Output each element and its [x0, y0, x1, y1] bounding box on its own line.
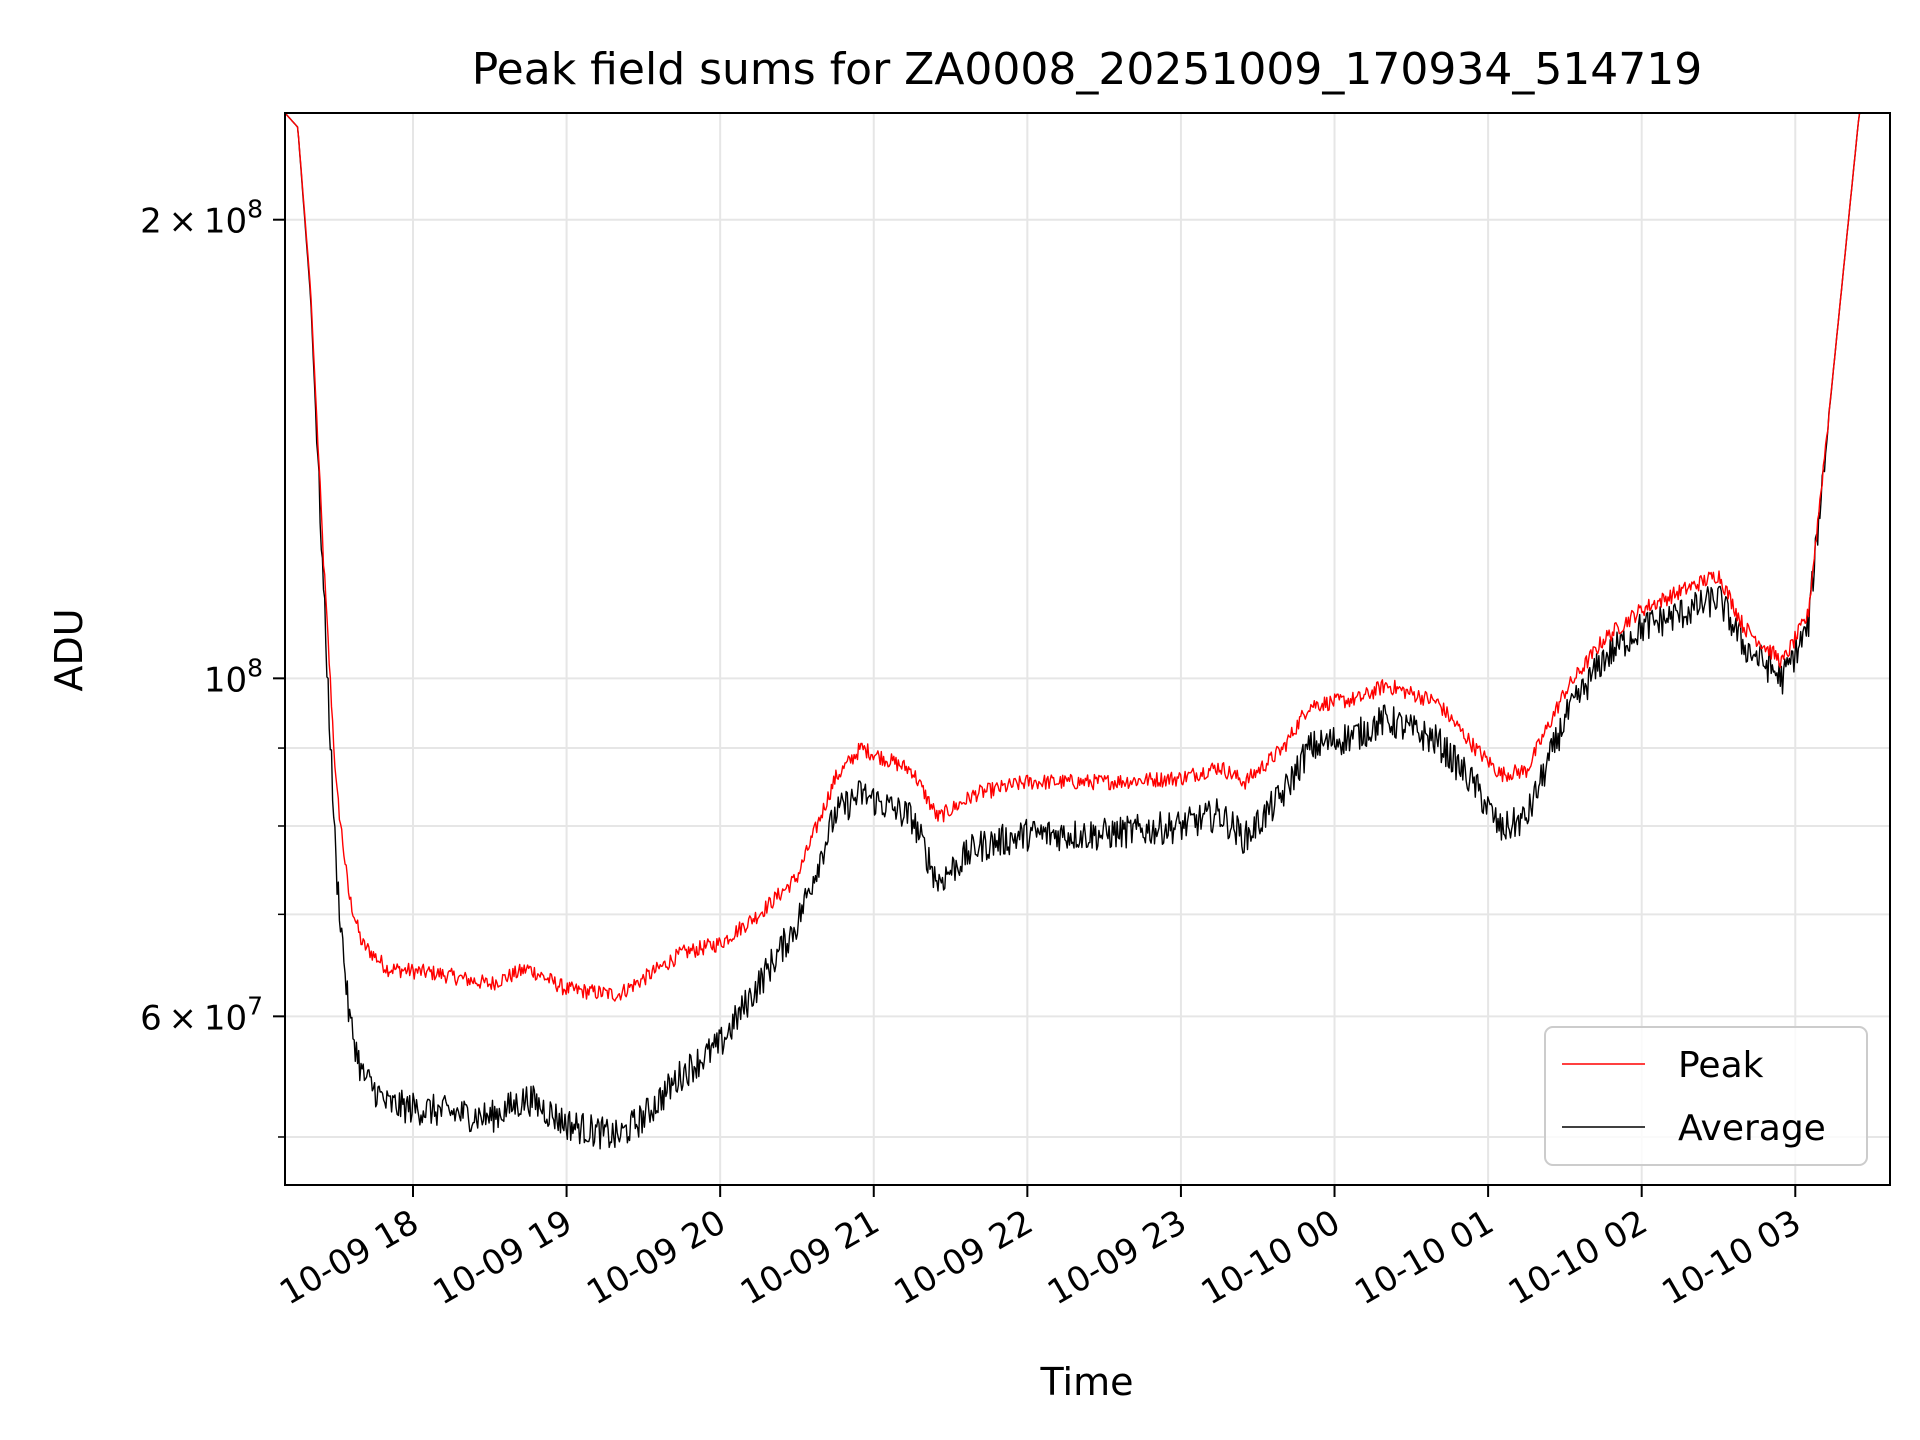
legend-average-label: Average: [1678, 1108, 1826, 1149]
y-axis: 2 × 108 108 6 × 107: [140, 195, 285, 1138]
plot-frame: [284, 112, 1891, 1186]
legend-peak-label: Peak: [1678, 1045, 1764, 1086]
legend-box: [1544, 1026, 1868, 1166]
y-tick-label: 6 × 107: [140, 991, 263, 1038]
y-tick-label: 2 × 108: [140, 195, 263, 242]
peak-series-line: [285, 113, 1873, 1002]
chart-title: Peak field sums for ZA0008_20251009_1709…: [472, 44, 1703, 95]
legend: Peak Average: [1544, 1026, 1868, 1166]
average-series-line: [285, 113, 1873, 1150]
series-layer: [285, 113, 1873, 1150]
y-tick-label: 108: [204, 653, 263, 700]
x-axis-label: Time: [1040, 1360, 1134, 1404]
y-axis-label: ADU: [47, 608, 91, 691]
